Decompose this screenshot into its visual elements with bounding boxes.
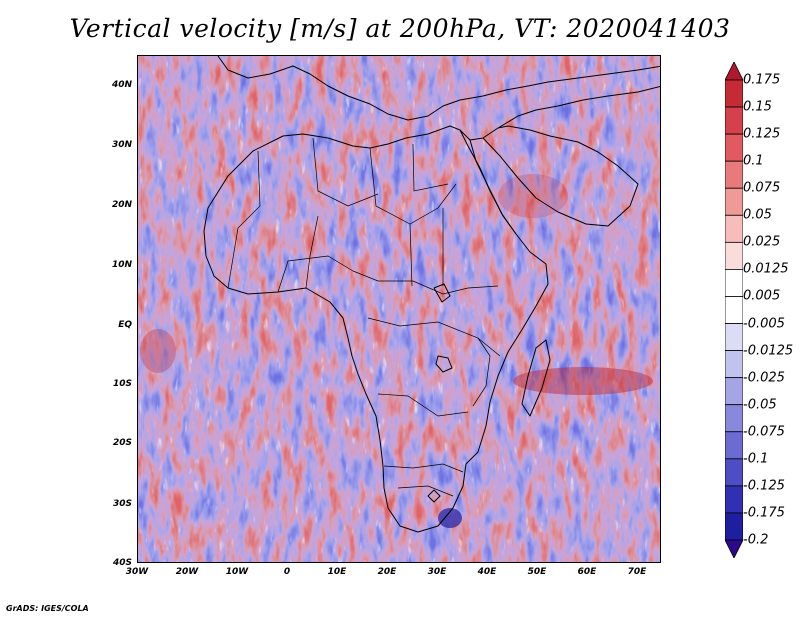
colorbar-tick-label: -0.125 xyxy=(743,478,785,494)
x-axis-label: 10W xyxy=(225,567,249,577)
colorbar-tick-label: 0.0125 xyxy=(743,261,789,277)
colorbar-tick-label: 0.025 xyxy=(743,234,781,250)
x-axis-label: 40E xyxy=(477,567,497,577)
x-axis-label: 30W xyxy=(125,567,149,577)
colorbar-segment xyxy=(724,79,744,108)
colorbar xyxy=(724,61,744,562)
colorbar-segment xyxy=(724,269,744,297)
y-axis-label: 20N xyxy=(111,200,132,210)
x-axis-label: 0 xyxy=(283,567,291,577)
x-axis-label: 20W xyxy=(175,567,199,577)
colorbar-tick-label: 0.125 xyxy=(743,126,781,142)
colorbar-segment xyxy=(724,431,744,460)
colorbar-segment xyxy=(724,106,744,135)
colorbar-tick-label: -0.005 xyxy=(743,316,785,332)
x-axis-label: 50E xyxy=(527,567,547,577)
colorbar-tick-label: 0.05 xyxy=(743,207,772,223)
colorbar-segment xyxy=(724,241,744,270)
colorbar-tick-label: 0.15 xyxy=(743,99,772,115)
x-axis-label: 60E xyxy=(577,567,597,577)
colorbar-segment xyxy=(724,323,744,351)
colorbar-segment xyxy=(724,485,744,514)
colorbar-tick-label: -0.1 xyxy=(743,451,769,467)
colorbar-segment xyxy=(724,160,744,189)
colorbar-tick-label: -0.075 xyxy=(743,424,785,440)
colorbar-segment xyxy=(724,512,744,541)
colorbar-segment xyxy=(724,458,744,487)
map-plot-area xyxy=(137,55,661,563)
colorbar-segment xyxy=(724,377,744,406)
x-axis-label: 70E xyxy=(627,567,647,577)
colorbar-tick-label: -0.0125 xyxy=(743,343,794,359)
x-axis-label: 30E xyxy=(427,567,447,577)
y-axis-label: 40S xyxy=(112,558,132,568)
colorbar-bottom-triangle xyxy=(724,539,744,559)
x-axis-label: 10E xyxy=(327,567,347,577)
colorbar-tick-label: 0.075 xyxy=(743,180,781,196)
colorbar-tick-label: -0.025 xyxy=(743,370,785,386)
ascent-patch-atlantic xyxy=(140,329,176,373)
y-axis-label: 10S xyxy=(112,379,132,389)
colorbar-top-triangle xyxy=(724,61,744,81)
y-axis-label: 20S xyxy=(112,438,132,448)
colorbar-segment xyxy=(724,133,744,162)
colorbar-tick-label: -0.05 xyxy=(743,397,777,413)
colorbar-tick-label: -0.175 xyxy=(743,505,785,521)
y-axis-label: 30N xyxy=(111,140,132,150)
y-axis-label: 10N xyxy=(111,260,132,270)
field-streaks xyxy=(138,56,660,562)
ascent-patch-indian-ocean xyxy=(513,367,653,395)
country-borders xyxy=(227,137,501,497)
grads-credit: GrADS: IGES/COLA xyxy=(6,604,89,613)
descent-patch-south-africa xyxy=(438,508,462,528)
coastlines xyxy=(203,56,660,533)
colorbar-tick-label: 0.175 xyxy=(743,72,781,88)
y-axis-label: 40N xyxy=(111,80,132,90)
colorbar-segment xyxy=(724,350,744,379)
map-title: Vertical velocity [m/s] at 200hPa, VT: 2… xyxy=(69,14,731,43)
colorbar-segment xyxy=(724,187,744,216)
colorbar-segment xyxy=(724,296,744,324)
colorbar-tick-label: -0.2 xyxy=(743,532,769,548)
y-axis-label: EQ xyxy=(118,320,132,330)
colorbar-segment xyxy=(724,404,744,433)
x-axis-label: 20E xyxy=(377,567,397,577)
colorbar-tick-label: 0.1 xyxy=(743,153,764,169)
colorbar-segment xyxy=(724,214,744,243)
colorbar-tick-label: 0.005 xyxy=(743,288,781,304)
y-axis-label: 30S xyxy=(112,499,132,509)
